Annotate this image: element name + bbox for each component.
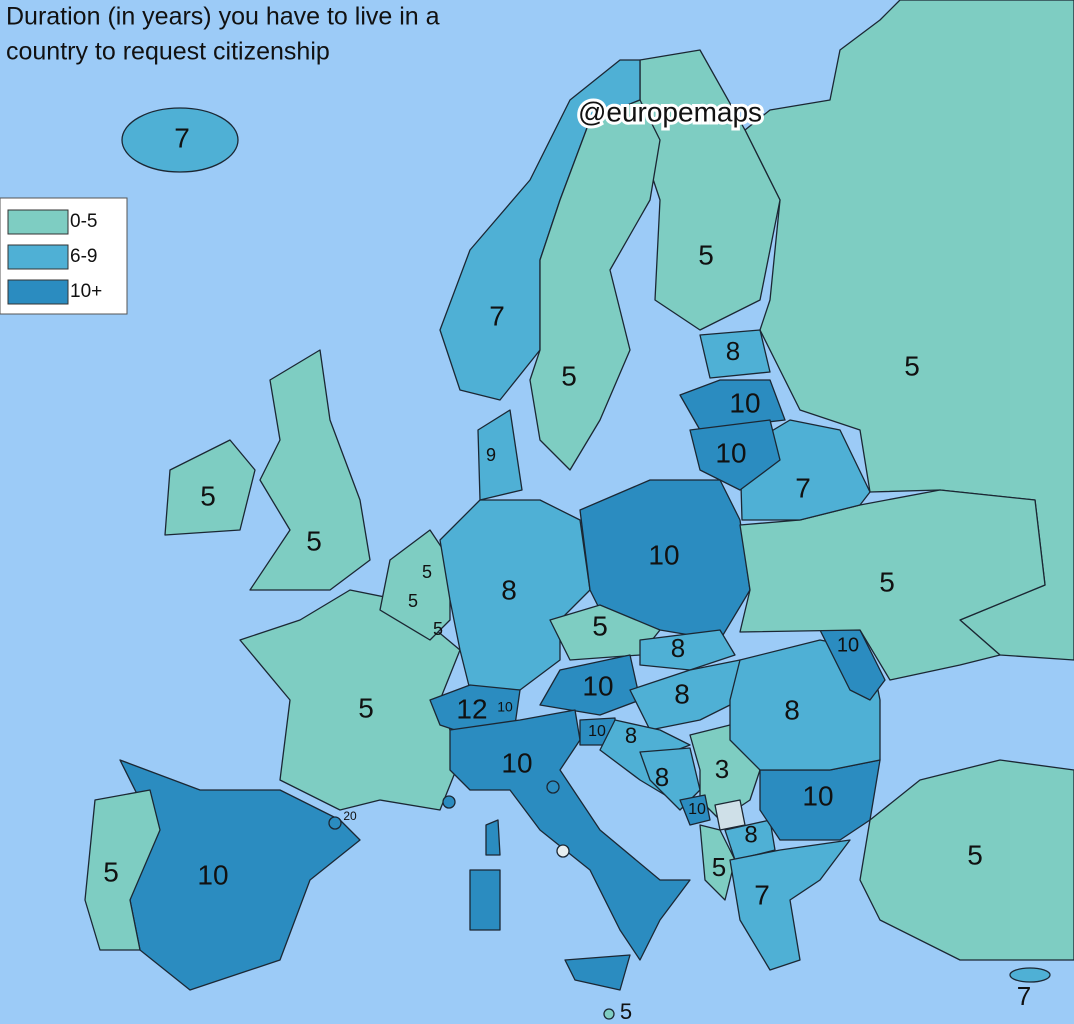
region-label: 7 xyxy=(1017,981,1031,1011)
region-label: 5 xyxy=(592,610,608,641)
region-label: 8 xyxy=(674,678,690,709)
region-label: 10 xyxy=(837,634,859,656)
region-label: 8 xyxy=(784,694,800,725)
region-label: 5 xyxy=(561,360,577,391)
region-label: 5 xyxy=(422,562,432,582)
land xyxy=(84,0,1074,1020)
region-label: 7 xyxy=(174,122,190,153)
region-label: 8 xyxy=(501,574,517,605)
region-label: 10 xyxy=(802,780,833,811)
region-label: 10 xyxy=(715,437,746,468)
region-label: 5 xyxy=(358,692,374,723)
region-label: 10 xyxy=(729,387,760,418)
region-label: 10 xyxy=(688,801,706,818)
region-label: 5 xyxy=(698,239,714,270)
region-label: 5 xyxy=(620,999,632,1024)
legend-label: 0-5 xyxy=(70,211,97,232)
watermark: @europemaps xyxy=(578,96,762,127)
region-label: 3 xyxy=(715,754,729,784)
region-label: 8 xyxy=(744,821,757,848)
region-label: 10 xyxy=(497,699,513,715)
region-label: 5 xyxy=(103,856,119,887)
legend-swatch xyxy=(7,244,69,270)
region-label: 10 xyxy=(648,539,679,570)
region-label: 8 xyxy=(726,336,740,366)
legend: 0-5 6-9 10+ xyxy=(0,197,128,315)
region-label: 5 xyxy=(433,619,443,639)
region-label: 5 xyxy=(200,480,216,511)
region-label: 8 xyxy=(671,633,685,663)
legend-label: 6-9 xyxy=(70,246,97,267)
region-label: 10 xyxy=(588,723,606,740)
region-label: 10 xyxy=(582,670,613,701)
legend-swatch xyxy=(7,209,69,235)
title-line: Duration (in years) you have to live in … xyxy=(6,3,440,31)
title-line: country to request citizenship xyxy=(6,38,330,66)
region-label: 7 xyxy=(795,472,811,503)
region-label: 7 xyxy=(489,300,505,331)
region-label: 7 xyxy=(754,879,770,910)
region-label: 5 xyxy=(408,591,418,611)
region-label: 12 xyxy=(456,693,487,724)
region-label: 5 xyxy=(712,852,726,882)
region-label: 8 xyxy=(655,762,669,792)
region-label: 5 xyxy=(879,566,895,597)
legend-label: 10+ xyxy=(70,281,102,302)
title: Duration (in years) you have to live in … xyxy=(6,3,440,66)
region-label: 20 xyxy=(343,809,357,823)
region-label: 5 xyxy=(967,839,983,870)
region-label: 8 xyxy=(625,723,637,748)
region-label: 10 xyxy=(197,859,228,890)
legend-swatch xyxy=(7,279,69,305)
region-label: 9 xyxy=(486,445,496,465)
region-label: 5 xyxy=(306,525,322,556)
region-label: 10 xyxy=(501,747,532,778)
region-label: 5 xyxy=(904,350,920,381)
